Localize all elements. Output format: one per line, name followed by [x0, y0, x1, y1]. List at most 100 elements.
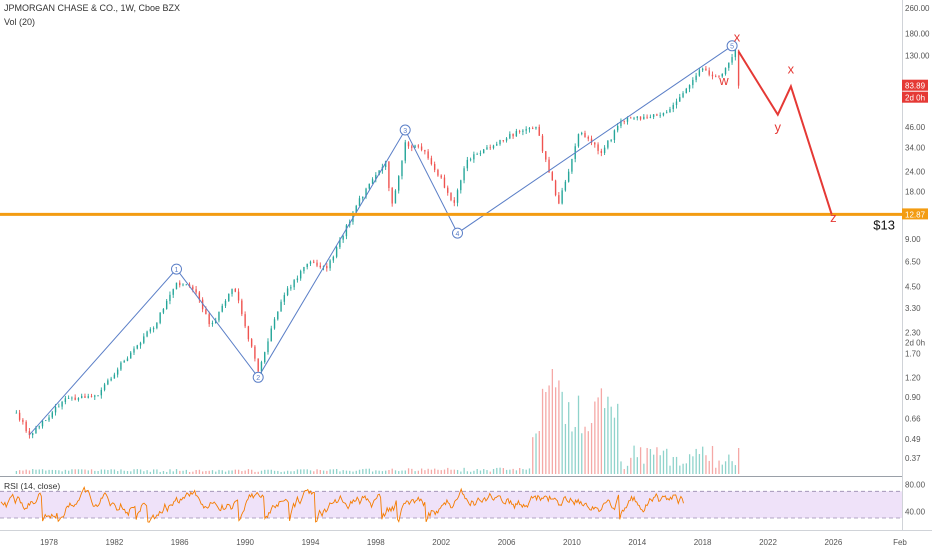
volume-bar — [264, 469, 266, 474]
candle-body — [718, 76, 720, 78]
candle-body — [149, 329, 152, 332]
price-tick-label: 24.00 — [905, 168, 926, 177]
projection-line[interactable] — [737, 50, 833, 215]
wave-line[interactable] — [29, 45, 733, 436]
volume-bar — [702, 446, 704, 474]
volume-bar — [420, 468, 423, 474]
candle-body — [649, 116, 652, 118]
volume-bar — [711, 445, 714, 474]
candle-body — [701, 68, 704, 71]
candle-body — [185, 284, 187, 286]
volume-bar — [525, 469, 527, 474]
volume-bar — [247, 469, 250, 474]
volume-bar — [19, 470, 21, 474]
candle-body — [257, 358, 259, 372]
wave-label-circle[interactable] — [252, 371, 264, 383]
candle-body — [411, 146, 413, 148]
volume-bar — [620, 461, 622, 474]
candle-body — [273, 319, 276, 329]
wave-label-circle[interactable] — [726, 40, 738, 52]
volume-bar — [623, 469, 625, 474]
rsi-tick-label: 40.00 — [905, 507, 926, 516]
volume-bar — [538, 431, 540, 474]
countdown-badge[interactable] — [902, 91, 928, 103]
volume-bar — [499, 467, 501, 474]
candle-body — [639, 116, 642, 120]
candle-body — [254, 346, 256, 359]
candle-body — [90, 396, 93, 398]
candle-body — [675, 101, 678, 105]
volume-bar — [300, 469, 302, 474]
candle-body — [116, 369, 119, 375]
volume-bar — [41, 469, 44, 474]
volume-bar — [388, 469, 390, 474]
volume-bar — [156, 469, 158, 474]
volume-bar — [188, 472, 191, 474]
candle-body — [430, 158, 433, 165]
price-axis[interactable]: 260.00 180.00 130.00 2d 0h 46.00 34.00 24.00 18… — [902, 4, 930, 516]
wave-label-circle[interactable] — [399, 124, 411, 136]
wave-label-circle[interactable] — [171, 263, 182, 275]
volume-bar — [401, 470, 403, 474]
candle-body — [623, 120, 625, 122]
projection-label-w: w — [718, 73, 729, 88]
volume-bar — [110, 469, 112, 474]
projection-path[interactable]: x w x y z — [718, 29, 836, 225]
price-tick-label: 0.90 — [905, 393, 921, 402]
volume-bar — [715, 467, 717, 474]
volume-bar — [241, 471, 243, 474]
support-label: $13 — [873, 217, 895, 232]
volume-bar — [228, 470, 230, 474]
candle-body — [100, 389, 103, 396]
candle-body — [463, 168, 465, 181]
volume-bar — [208, 470, 210, 474]
candle-body — [420, 146, 423, 150]
volume-bar — [453, 469, 455, 474]
volume-bar — [385, 470, 387, 474]
volume-bar — [398, 471, 400, 474]
volume-bar — [306, 469, 308, 474]
elliott-wave-lines[interactable]: 1 2 3 4 5 — [29, 40, 738, 436]
wave-label-circle[interactable] — [452, 227, 463, 239]
time-tick-label: 1990 — [236, 538, 254, 547]
volume-bar — [427, 468, 429, 474]
candle-body — [607, 140, 609, 148]
candle-body — [433, 164, 436, 170]
candle-body — [378, 170, 380, 175]
current-price-badge[interactable] — [902, 79, 928, 91]
candle-body — [581, 132, 583, 135]
candle-body — [479, 153, 482, 155]
volume-bar — [313, 471, 315, 474]
volume-bar — [489, 471, 491, 474]
candle-body — [110, 378, 112, 381]
volume-bar — [166, 471, 168, 474]
candle-body — [594, 142, 596, 145]
volume-bar — [221, 470, 223, 474]
candle-body — [319, 265, 321, 268]
volume-bar — [97, 471, 99, 474]
candle-body — [731, 57, 733, 63]
time-tick-label: 1982 — [106, 538, 124, 547]
candle-body — [165, 300, 168, 309]
volume-bar — [669, 465, 671, 474]
volume-bar — [532, 437, 534, 474]
projection-label-x: x — [788, 62, 795, 77]
support-price-badge[interactable] — [902, 208, 928, 220]
volume-bar — [659, 455, 661, 474]
candle-body — [228, 293, 230, 301]
candle-body — [159, 312, 161, 323]
volume-bar — [574, 426, 576, 474]
price-tick-label: 9.00 — [905, 235, 921, 244]
candle-body — [81, 396, 83, 399]
candle-body — [698, 70, 701, 76]
candle-body — [662, 113, 665, 116]
rsi-line — [0, 485, 684, 523]
volume-bar — [434, 468, 436, 474]
candle-body — [267, 341, 269, 353]
candle-body — [286, 288, 289, 296]
volume-bar — [100, 469, 103, 474]
support-line[interactable]: $13 — [0, 212, 902, 232]
time-axis[interactable]: 1978 1982 1986 1990 1994 1998 2002 2006 2010 2014… — [40, 538, 907, 547]
symbol-title: JPMORGAN CHASE & CO., 1W, Cboe BZX — [4, 3, 181, 13]
